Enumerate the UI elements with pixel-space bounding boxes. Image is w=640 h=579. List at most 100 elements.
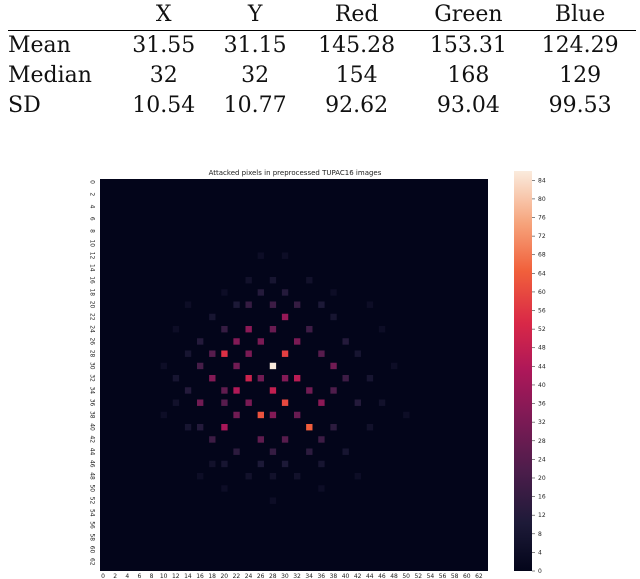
x-tick-label: 56 [439, 573, 447, 579]
heatmap-cell [281, 350, 289, 357]
colorbar-tick-label: 32 [538, 419, 546, 426]
heatmap-cell [245, 301, 252, 308]
heatmap-cell [197, 473, 204, 480]
heatmap-cell [257, 338, 264, 345]
y-tick-label: 34 [89, 386, 96, 394]
y-tick-label: 62 [89, 558, 96, 566]
heatmap-cell [378, 399, 386, 406]
heatmap-cell [209, 460, 216, 468]
heatmap-cell [318, 301, 325, 308]
colorbar-tick-label: 44 [538, 363, 546, 370]
colorbar-tick-label: 84 [538, 177, 546, 184]
heatmap-cell [209, 313, 216, 321]
heatmap-cell [221, 289, 228, 296]
colorbar-tick-label: 36 [538, 401, 546, 408]
y-tick-label: 22 [89, 313, 96, 321]
heatmap-cell [281, 460, 289, 468]
x-tick-label: 58 [451, 573, 459, 579]
heatmap-cell [221, 326, 228, 333]
heatmap-chart: Attacked pixels in preprocessed TUPAC16 … [89, 169, 546, 579]
colorbar-tick-label: 16 [538, 494, 546, 501]
heatmap-cell [294, 301, 301, 308]
heatmap-cell [197, 399, 204, 406]
column-header: Red [300, 0, 413, 31]
x-tick-label: 40 [342, 573, 350, 579]
table-cell: 32 [149, 63, 178, 88]
heatmap-cell [330, 289, 337, 296]
heatmap-cell [342, 448, 349, 455]
table-cell: 153.31 [429, 33, 507, 58]
heatmap-cell [257, 411, 264, 419]
table-cell: 93.04 [436, 93, 500, 118]
x-axis-ticks: 0 2 4 6 8 10 12 14 16 18 20 22 24 26 28 30 32 34 36 38 40 42 4… [101, 573, 483, 579]
x-tick-label: 12 [172, 573, 180, 579]
y-tick-label: 50 [89, 484, 96, 492]
heatmap-cell [318, 460, 325, 468]
table-cell: 10.54 [132, 93, 196, 118]
x-tick-label: 22 [233, 573, 241, 579]
heatmap-cell [245, 473, 252, 480]
heatmap-cell [403, 411, 410, 419]
x-tick-label: 34 [305, 573, 313, 579]
heatmap-cell [184, 387, 192, 394]
y-tick-label: 46 [89, 460, 96, 468]
heatmap-cell [330, 424, 337, 431]
colorbar-tick-label: 28 [538, 438, 546, 445]
heatmap-cell [391, 362, 398, 370]
y-tick-label: 2 [89, 192, 96, 196]
heatmap-cell [197, 362, 204, 370]
row-label: Median [8, 63, 92, 88]
heatmap-cell [221, 485, 228, 492]
chart-title: Attacked pixels in preprocessed TUPAC16 … [209, 169, 382, 177]
x-tick-label: 30 [281, 573, 289, 579]
heatmap-cell [306, 448, 313, 455]
table-cell: 154 [335, 63, 378, 88]
colorbar-ticks: 0481216202428323640444852566064687276808… [532, 177, 546, 575]
colorbar-tick-label: 56 [538, 308, 546, 315]
table-cell: 31.55 [132, 33, 196, 58]
y-tick-label: 8 [89, 229, 96, 233]
heatmap-cell [330, 313, 337, 321]
table-header-row: X Y Red Green Blue [8, 0, 636, 31]
heatmap-cell [257, 252, 264, 259]
heatmap-cell [269, 277, 277, 284]
heatmap-cell [209, 375, 216, 382]
y-tick-label: 6 [89, 217, 96, 221]
heatmap-cell [269, 411, 277, 419]
table-cell: 32 [241, 63, 270, 88]
y-tick-label: 48 [89, 472, 96, 480]
heatmap-cell [366, 424, 374, 431]
x-tick-label: 48 [390, 573, 398, 579]
x-tick-label: 20 [220, 573, 228, 579]
heatmap-cell [197, 338, 204, 345]
heatmap-cell [184, 350, 192, 357]
colorbar-tick-label: 68 [538, 252, 546, 259]
heatmap-cell [342, 375, 349, 382]
y-tick-label: 44 [89, 448, 96, 456]
heatmap-cell [160, 362, 167, 370]
x-tick-label: 54 [427, 573, 435, 579]
heatmap-cell [233, 301, 240, 308]
table-cell: 168 [447, 63, 490, 88]
heatmap-cell [318, 399, 325, 406]
heatmap-cell [172, 326, 180, 333]
x-tick-label: 32 [293, 573, 301, 579]
heatmap-cell [245, 277, 252, 284]
heatmap-cell [257, 436, 264, 443]
x-tick-label: 28 [269, 573, 277, 579]
table-row: SD 10.54 10.77 92.62 93.04 99.53 [8, 91, 636, 121]
heatmap-cell [172, 375, 180, 382]
heatmap-cell [318, 350, 325, 357]
heatmap-cell [221, 350, 228, 357]
heatmap-cell [245, 399, 252, 406]
table-cell: 145.28 [318, 33, 396, 58]
heatmap-cells [160, 252, 410, 504]
x-tick-label: 26 [257, 573, 265, 579]
y-tick-label: 28 [89, 350, 96, 358]
x-tick-label: 0 [101, 573, 105, 579]
heatmap-cell [281, 375, 289, 382]
heatmap-cell [330, 362, 337, 370]
y-tick-label: 10 [89, 239, 96, 247]
heatmap-cell [269, 301, 277, 308]
y-tick-label: 0 [89, 180, 96, 184]
